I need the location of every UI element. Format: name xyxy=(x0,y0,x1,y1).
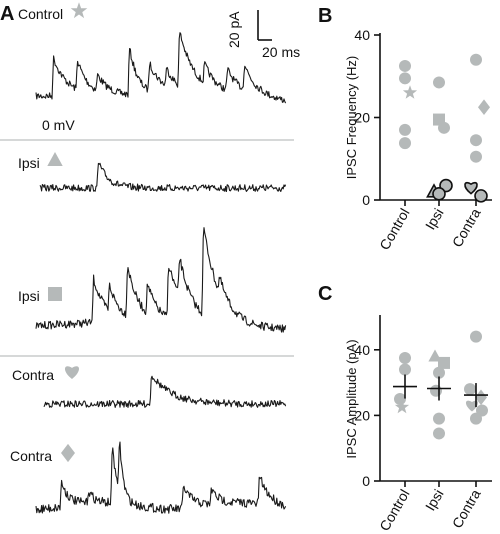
data-point-circle xyxy=(433,412,445,425)
panel-a-letter: A xyxy=(0,3,14,25)
data-point-circle xyxy=(470,150,482,163)
data-point-circle xyxy=(399,123,411,136)
data-point-circle xyxy=(432,187,446,201)
trace-label-control: Control xyxy=(18,6,63,22)
star-marker xyxy=(70,2,88,19)
y-tick-label: 0 xyxy=(362,192,370,208)
y-tick-label: 40 xyxy=(354,27,370,43)
triangle-marker xyxy=(47,151,63,166)
data-point-circle xyxy=(399,363,411,376)
x-tick-label: Ipsi xyxy=(422,487,447,514)
scale-bar-amplitude: 20 pA xyxy=(226,11,242,48)
data-point-circle xyxy=(470,330,482,343)
data-point-circle xyxy=(399,352,411,364)
trace-label-contra-1: Contra xyxy=(12,367,54,383)
data-point-circle xyxy=(433,76,445,89)
data-point-star xyxy=(402,85,418,99)
scale-bar: 20 pA 20 ms xyxy=(226,10,300,60)
data-point-diamond xyxy=(478,99,490,115)
data-point-circle xyxy=(474,189,488,203)
y-tick-label: 0 xyxy=(362,473,370,489)
trace-ipsi-triangle xyxy=(39,162,287,193)
data-point-circle xyxy=(399,137,411,150)
data-point-circle xyxy=(399,59,411,72)
panel-b-letter: B xyxy=(318,5,332,27)
data-point-square xyxy=(438,356,450,369)
y-axis-label: IPSC Frequency (Hz) xyxy=(344,56,359,180)
x-tick-label: Contra xyxy=(449,486,484,531)
y-axis-label: IPSC Amplitude (pA) xyxy=(344,339,359,458)
x-tick-label: Contra xyxy=(449,205,484,250)
zero-mv-label: 0 mV xyxy=(42,117,75,133)
trace-label-ipsi-1: Ipsi xyxy=(18,155,40,171)
x-tick-label: Ipsi xyxy=(422,206,447,233)
data-point-circle xyxy=(394,393,406,405)
trace-contra-diamond xyxy=(35,441,287,514)
data-point-circle xyxy=(470,412,482,425)
trace-contra-heart xyxy=(43,375,287,408)
data-point-circle xyxy=(433,366,445,379)
trace-label-contra-2: Contra xyxy=(10,448,52,464)
trace-control xyxy=(35,32,287,104)
trace-ipsi-square xyxy=(35,227,287,333)
x-tick-label: Control xyxy=(376,487,412,534)
panel-c-letter: C xyxy=(318,283,332,305)
data-point-circle xyxy=(430,384,442,397)
square-marker xyxy=(48,287,62,301)
data-point-heart xyxy=(465,400,479,412)
data-point-circle xyxy=(470,134,482,147)
trace-markers xyxy=(47,2,88,463)
scale-bar-time: 20 ms xyxy=(262,44,300,60)
data-point-circle xyxy=(464,383,476,396)
data-point-circle xyxy=(399,72,411,85)
heart-marker xyxy=(64,366,80,379)
chart-ipsc-frequency: 0 20 40 IPSC Frequency (Hz) Control Ipsi Contr… xyxy=(344,27,492,253)
data-point-circle xyxy=(438,121,450,134)
data-point-circle xyxy=(433,427,445,440)
trace-label-ipsi-2: Ipsi xyxy=(18,288,40,304)
data-point-star xyxy=(394,399,410,414)
y-tick-label: 40 xyxy=(354,342,370,358)
data-point-diamond xyxy=(475,389,487,406)
y-tick-label: 20 xyxy=(354,407,370,423)
diamond-marker xyxy=(61,443,75,463)
data-point-circle xyxy=(470,53,482,66)
data-point-circle xyxy=(476,404,488,417)
x-tick-label: Control xyxy=(376,206,412,253)
y-tick-label: 20 xyxy=(354,110,370,126)
data-point-heart xyxy=(464,181,478,195)
